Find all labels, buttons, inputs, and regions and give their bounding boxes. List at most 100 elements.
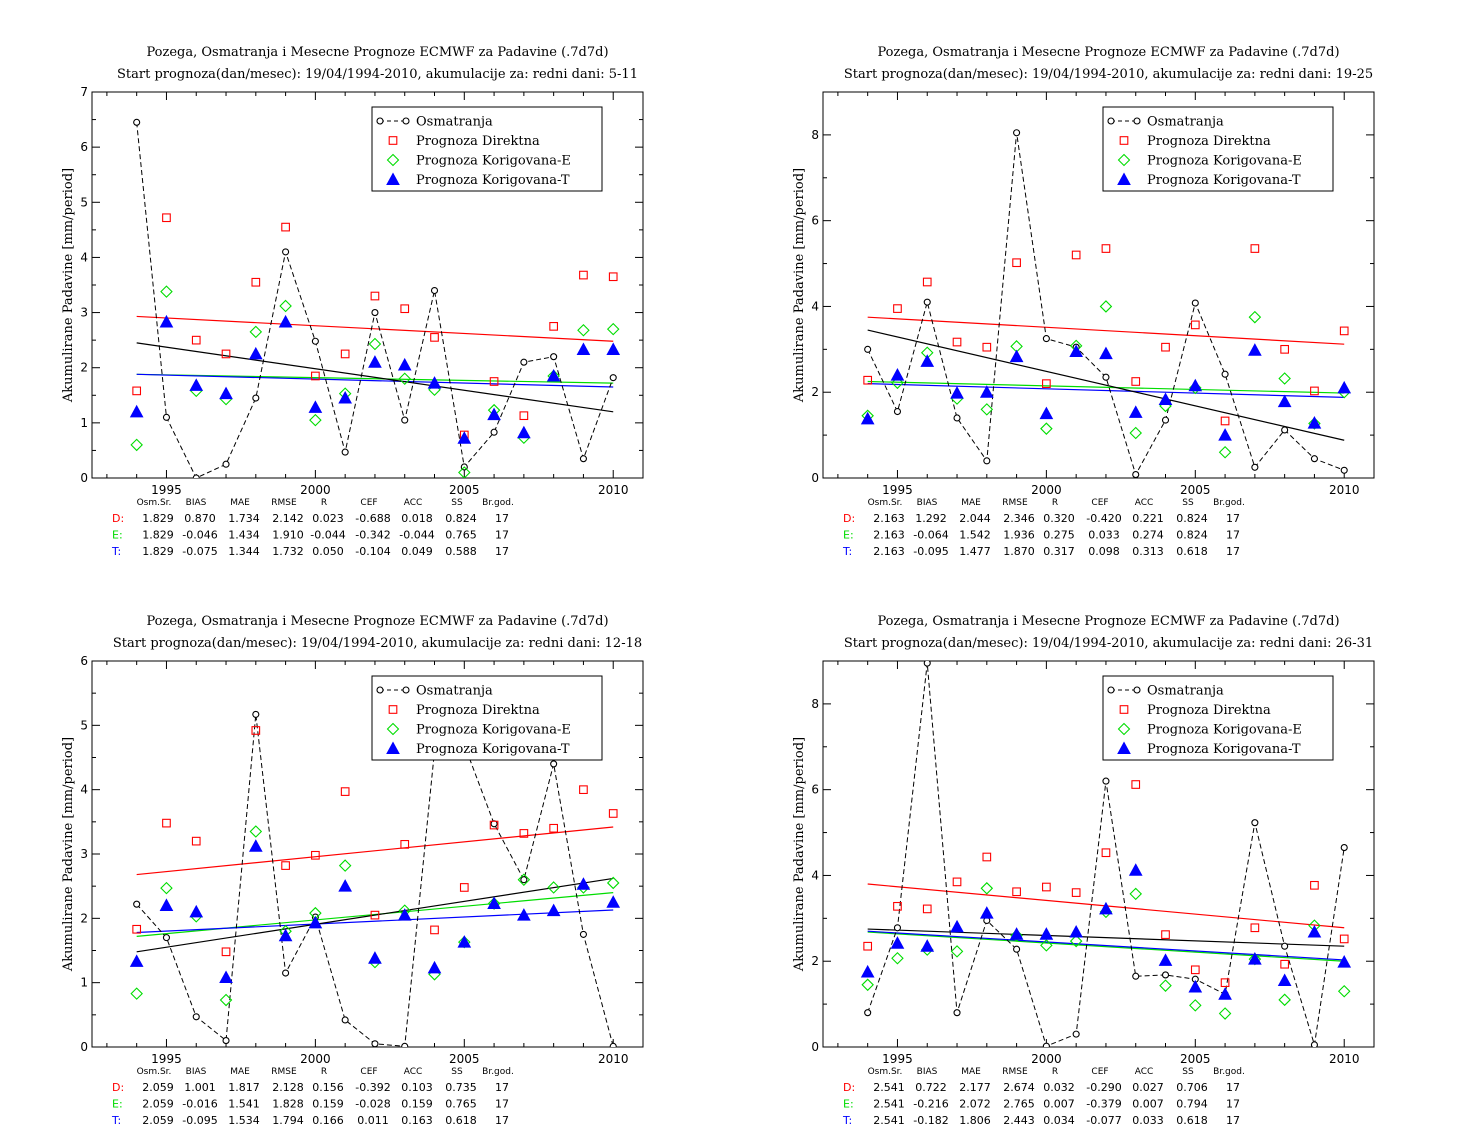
point-obs [520,358,528,366]
point-obs [341,448,349,456]
point-direct [1131,780,1141,789]
stat-header: RMSE [271,1067,297,1077]
y-axis-label: Akumulirane Padavine [mm/period] [792,737,807,972]
point-obs [1191,299,1199,307]
y-tick-label: 7 [80,85,88,99]
chart-svg: Pozega, Osmatranja i Mesecne Prognoze EC… [61,45,644,558]
point-corr_t [860,964,875,978]
point-direct [1042,882,1051,892]
stat-cell: 2.443 [1003,1114,1035,1127]
stat-cell: 0.050 [312,545,344,558]
stat-header: BIAS [917,498,938,508]
plot-area [860,661,1352,1047]
stat-cell: 0.618 [1176,545,1208,558]
point-direct [922,904,932,914]
point-corr_e [1159,979,1172,992]
stat-cell: 17 [1226,1081,1240,1094]
point-direct [340,349,350,359]
point-corr_t [338,879,353,892]
trend-line-direct [867,316,1345,345]
stat-cell: 0.156 [312,1081,344,1094]
stat-cell: 0.011 [357,1114,389,1127]
legend-marker-corr_e [386,722,400,736]
stat-cell: -0.016 [182,1098,217,1111]
point-obs [1042,335,1050,343]
plot-area [129,118,621,478]
stat-header: Osm.Sr. [868,498,903,508]
stat-cell: 1.542 [959,529,991,542]
point-direct [251,726,261,735]
point-direct [1339,326,1349,336]
point-direct [519,411,529,421]
stat-cell: 0.033 [1132,1114,1164,1127]
legend-box [371,675,603,761]
point-corr_t [427,960,442,974]
point-direct [1339,934,1349,944]
point-direct [549,823,558,833]
stat-cell: 0.618 [1176,1114,1208,1127]
y-tick-label: 3 [80,847,88,861]
stat-cell: 2.177 [959,1081,991,1094]
point-corr_t [219,970,233,984]
plot-area [860,129,1352,478]
y-tick-label: 0 [811,471,819,485]
stat-cell: 0.159 [312,1098,344,1111]
point-corr_t [397,357,412,371]
point-obs [923,298,931,306]
stat-cell: 17 [1226,1098,1240,1111]
point-corr_t [517,908,531,921]
point-direct [221,349,231,359]
point-corr_e [980,882,994,895]
y-tick-label: 4 [80,783,88,797]
point-corr_t [546,368,561,382]
point-direct [1190,965,1200,975]
point-corr_e [160,881,173,895]
trend-line-obs [136,877,614,953]
y-tick-label: 5 [80,195,88,209]
point-corr_t [219,386,233,400]
point-corr_t [1277,973,1292,987]
point-corr_t [1039,406,1054,420]
point-corr_e [219,993,233,1007]
stat-cell: 0.166 [312,1114,344,1127]
stat-header: MAE [961,498,981,508]
point-direct [1250,244,1260,253]
stat-row-label: D: [112,1081,124,1094]
point-corr_e [1189,999,1202,1012]
legend-entry: Osmatranja [1147,115,1224,130]
legend-entry: Osmatranja [1147,684,1224,699]
point-corr_e [458,466,471,478]
point-obs [1281,426,1289,434]
chart-subtitle: Start prognoza(dan/mesec): 19/04/1994-20… [844,636,1373,651]
trend-line-corr_e [136,892,614,937]
stat-row-label: T: [111,545,121,558]
point-obs [282,969,290,977]
chart-svg: Pozega, Osmatranja i Mesecne Prognoze EC… [792,614,1375,1127]
trend-line-corr_t [136,909,614,934]
stat-header: CEF [1091,1067,1108,1077]
legend-entry: Prognoza Direktna [1147,703,1271,718]
point-direct [1310,880,1319,890]
chart-panel-days-26-31: Pozega, Osmatranja i Mesecne Prognoze EC… [731,569,1462,1138]
stat-cell: 1.434 [228,529,260,542]
point-obs [282,248,290,256]
stat-cell: 0.007 [1043,1098,1075,1111]
point-corr_e [1278,372,1291,385]
stat-row-label: T: [111,1114,121,1127]
stat-header: BIAS [186,498,207,508]
point-obs [162,413,171,421]
point-corr_t [487,896,501,910]
point-direct [982,342,992,352]
point-corr_t [189,904,204,918]
point-obs [609,1042,617,1047]
stat-cell: 0.274 [1132,529,1164,542]
point-obs [1161,416,1170,424]
chart-title: Pozega, Osmatranja i Mesecne Prognoze EC… [877,45,1339,60]
trend-line-obs [867,928,1345,947]
point-obs [311,337,319,345]
stat-cell: 1.794 [272,1114,304,1127]
y-tick-label: 4 [80,250,88,264]
legend-marker-direct [388,705,398,714]
y-axis-label: Akumulirane Padavine [mm/period] [61,168,76,403]
point-obs [133,900,141,908]
